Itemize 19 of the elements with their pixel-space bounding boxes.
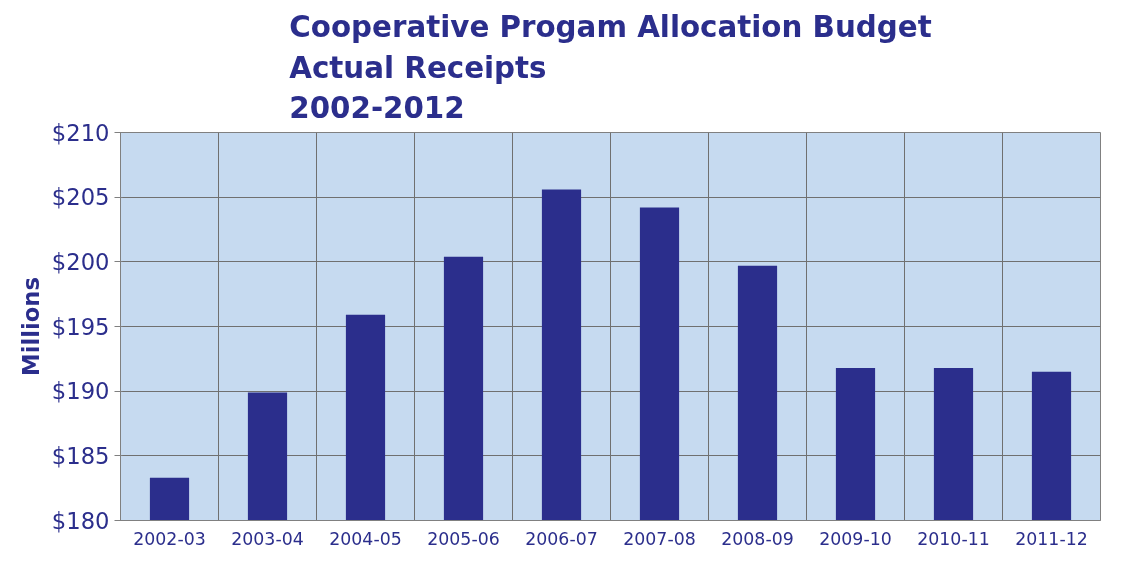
x-tick-label: 2002-03	[133, 528, 206, 549]
x-tick-label: 2007-08	[623, 528, 696, 549]
y-tick-label: $185	[51, 442, 110, 469]
x-tick-label: 2004-05	[329, 528, 402, 549]
chart-title: Cooperative Progam Allocation Budget Actual Receipts 2002-2012	[289, 9, 932, 126]
y-tick-label: $180	[51, 507, 110, 534]
y-axis-title: Millions	[17, 277, 44, 376]
y-tick-label: $205	[51, 184, 110, 211]
x-tick-label: 2008-09	[721, 528, 794, 549]
y-tick-label: $195	[51, 313, 110, 340]
x-tick-label: 2006-07	[525, 528, 598, 549]
x-tick-label: 2009-10	[819, 528, 892, 549]
x-tick-label: 2003-04	[231, 528, 304, 549]
y-tick-label: $190	[51, 378, 110, 405]
y-tick-label: $210	[51, 119, 110, 146]
x-tick-label: 2005-06	[427, 528, 500, 549]
y-tick-label: $200	[51, 248, 110, 275]
x-tick-label: 2011-12	[1015, 528, 1088, 549]
x-tick-label: 2010-11	[917, 528, 990, 549]
